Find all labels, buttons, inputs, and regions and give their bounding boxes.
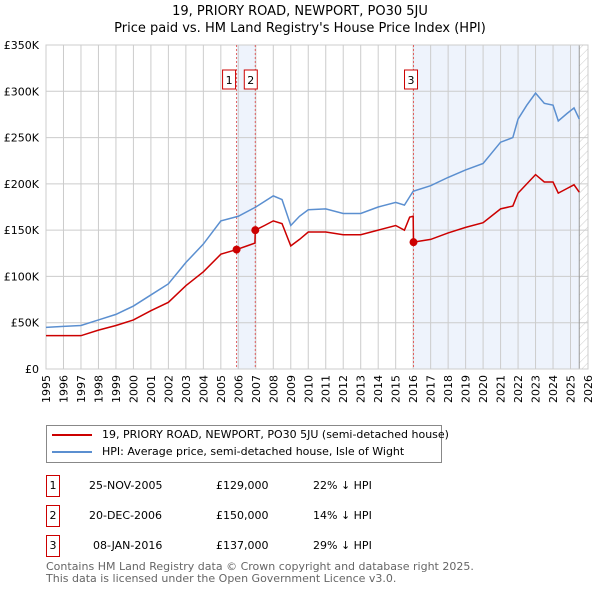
x-tick-label: 2020 [477,375,490,403]
shaded-period [413,45,580,369]
sale-hpi-diff: 14% ↓ HPI [313,509,372,522]
sale-label-box [243,69,258,90]
x-tick-label: 1995 [40,375,53,403]
x-tick-label: 1996 [57,375,70,403]
sale-date: 08-JAN-2016 [93,539,163,552]
legend-label: HPI: Average price, semi-detached house,… [102,445,405,458]
x-tick-label: 2009 [285,375,298,403]
blue-line-swatch [52,451,92,453]
sale-point [251,226,260,235]
x-tick-label: 2025 [565,375,578,403]
x-tick-label: 2021 [495,375,508,403]
x-tick-label: 2004 [197,375,210,403]
x-tick-label: 1998 [92,375,105,403]
y-tick-label: £50K [11,317,40,330]
x-tick-label: 1999 [110,375,123,403]
x-tick-label: 2016 [407,375,420,403]
x-tick-label: 2019 [460,375,473,403]
sale-price: £129,000 [216,479,269,492]
price-paid-line [46,173,580,337]
x-tick-label: 2024 [547,375,560,403]
x-tick-label: 2001 [145,375,158,403]
y-tick-label: £0 [25,363,39,376]
sale-label: 1 [226,74,233,87]
sale-label-box [222,69,237,90]
sale-number: 1 [46,475,60,497]
y-tick-label: £350K [4,39,40,52]
x-tick-label: 2008 [267,375,280,403]
x-tick-label: 2013 [355,375,368,403]
y-tick-label: £150K [4,224,40,237]
sale-number: 3 [46,535,60,557]
footer: Contains HM Land Registry data © Crown c… [46,561,474,585]
x-tick-label: 2017 [425,375,438,403]
sale-row: 1 25-NOV-2005 £129,000 22% ↓ HPI [46,475,446,497]
shaded-period [236,45,256,369]
forecast-hatch [579,45,588,369]
x-tick-label: 2007 [250,375,263,403]
sale-date: 20-DEC-2006 [89,509,163,522]
sale-row: 2 20-DEC-2006 £150,000 14% ↓ HPI [46,505,446,527]
x-tick-label: 2022 [512,375,525,403]
y-tick-label: £100K [4,270,40,283]
y-tick-label: £300K [4,85,40,98]
y-tick-label: £200K [4,178,40,191]
sale-date: 25-NOV-2005 [89,479,163,492]
x-tick-label: 2002 [162,375,175,403]
legend-label: 19, PRIORY ROAD, NEWPORT, PO30 5JU (semi… [102,428,449,441]
x-tick-label: 2005 [215,375,228,403]
plot-frame [45,44,589,370]
sale-hpi-diff: 22% ↓ HPI [313,479,372,492]
sale-price: £137,000 [216,539,269,552]
sale-number: 2 [46,505,60,527]
x-tick-label: 2006 [232,375,245,403]
x-tick-label: 2014 [372,375,385,403]
sale-label-box [404,69,419,90]
sale-label: 2 [247,74,254,87]
sale-point [232,245,241,254]
legend-item-property: 19, PRIORY ROAD, NEWPORT, PO30 5JU (semi… [47,427,449,443]
footer-line: This data is licensed under the Open Gov… [46,572,397,585]
x-tick-label: 2010 [302,375,315,403]
sale-hpi-diff: 29% ↓ HPI [313,539,372,552]
footer-line: Contains HM Land Registry data © Crown c… [46,560,474,573]
x-tick-label: 2003 [180,375,193,403]
x-tick-label: 2018 [442,375,455,403]
legend-item-hpi: HPI: Average price, semi-detached house,… [47,444,404,460]
red-line-swatch [52,434,92,436]
x-tick-label: 2023 [530,375,543,403]
sale-row: 3 08-JAN-2016 £137,000 29% ↓ HPI [46,535,446,557]
sale-point [409,238,418,247]
chart-title: 19, PRIORY ROAD, NEWPORT, PO30 5JU [172,4,428,19]
x-tick-label: 2000 [127,375,140,403]
hpi-line [45,91,580,329]
x-tick-label: 1997 [75,375,88,403]
legend: 19, PRIORY ROAD, NEWPORT, PO30 5JU (semi… [46,425,449,463]
price-chart: 1995 1996 1997 1998 1999 2000 2001 2002 2003 2004… [4,39,595,403]
x-tick-label: 2012 [337,375,350,403]
x-tick-label: 2011 [320,375,333,403]
y-tick-label: £250K [4,132,40,145]
chart-subtitle: Price paid vs. HM Land Registry's House … [114,21,486,36]
sale-label: 3 [408,74,415,87]
x-tick-label: 2015 [390,375,403,403]
x-tick-label: 2026 [582,375,595,403]
sale-price: £150,000 [216,509,269,522]
